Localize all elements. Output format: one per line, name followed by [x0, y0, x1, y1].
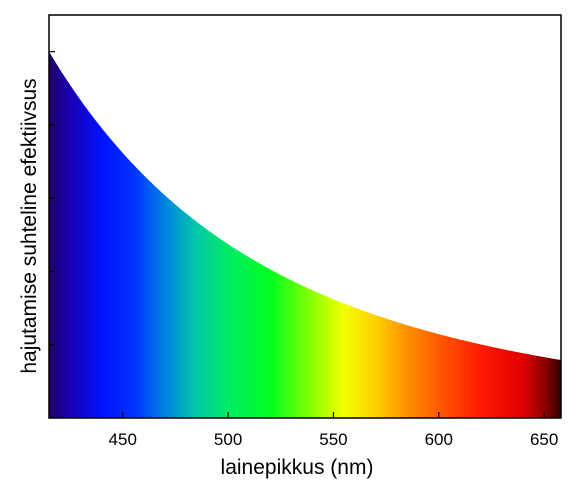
x-tick-label: 500: [214, 430, 242, 449]
x-tick-label: 650: [530, 430, 558, 449]
plot-area: [49, 51, 561, 418]
y-axis-label: hajutamise suhteline efektiivsus: [18, 78, 41, 373]
spectrum-area: [49, 51, 561, 418]
x-tick-label: 550: [319, 430, 347, 449]
plot-frame: [48, 14, 562, 419]
axis-ticks: 450 500 550 600 650: [49, 51, 558, 449]
x-axis-label: lainepikkus (nm): [221, 456, 374, 479]
x-tick-label: 450: [109, 430, 137, 449]
x-tick-label: 600: [425, 430, 453, 449]
